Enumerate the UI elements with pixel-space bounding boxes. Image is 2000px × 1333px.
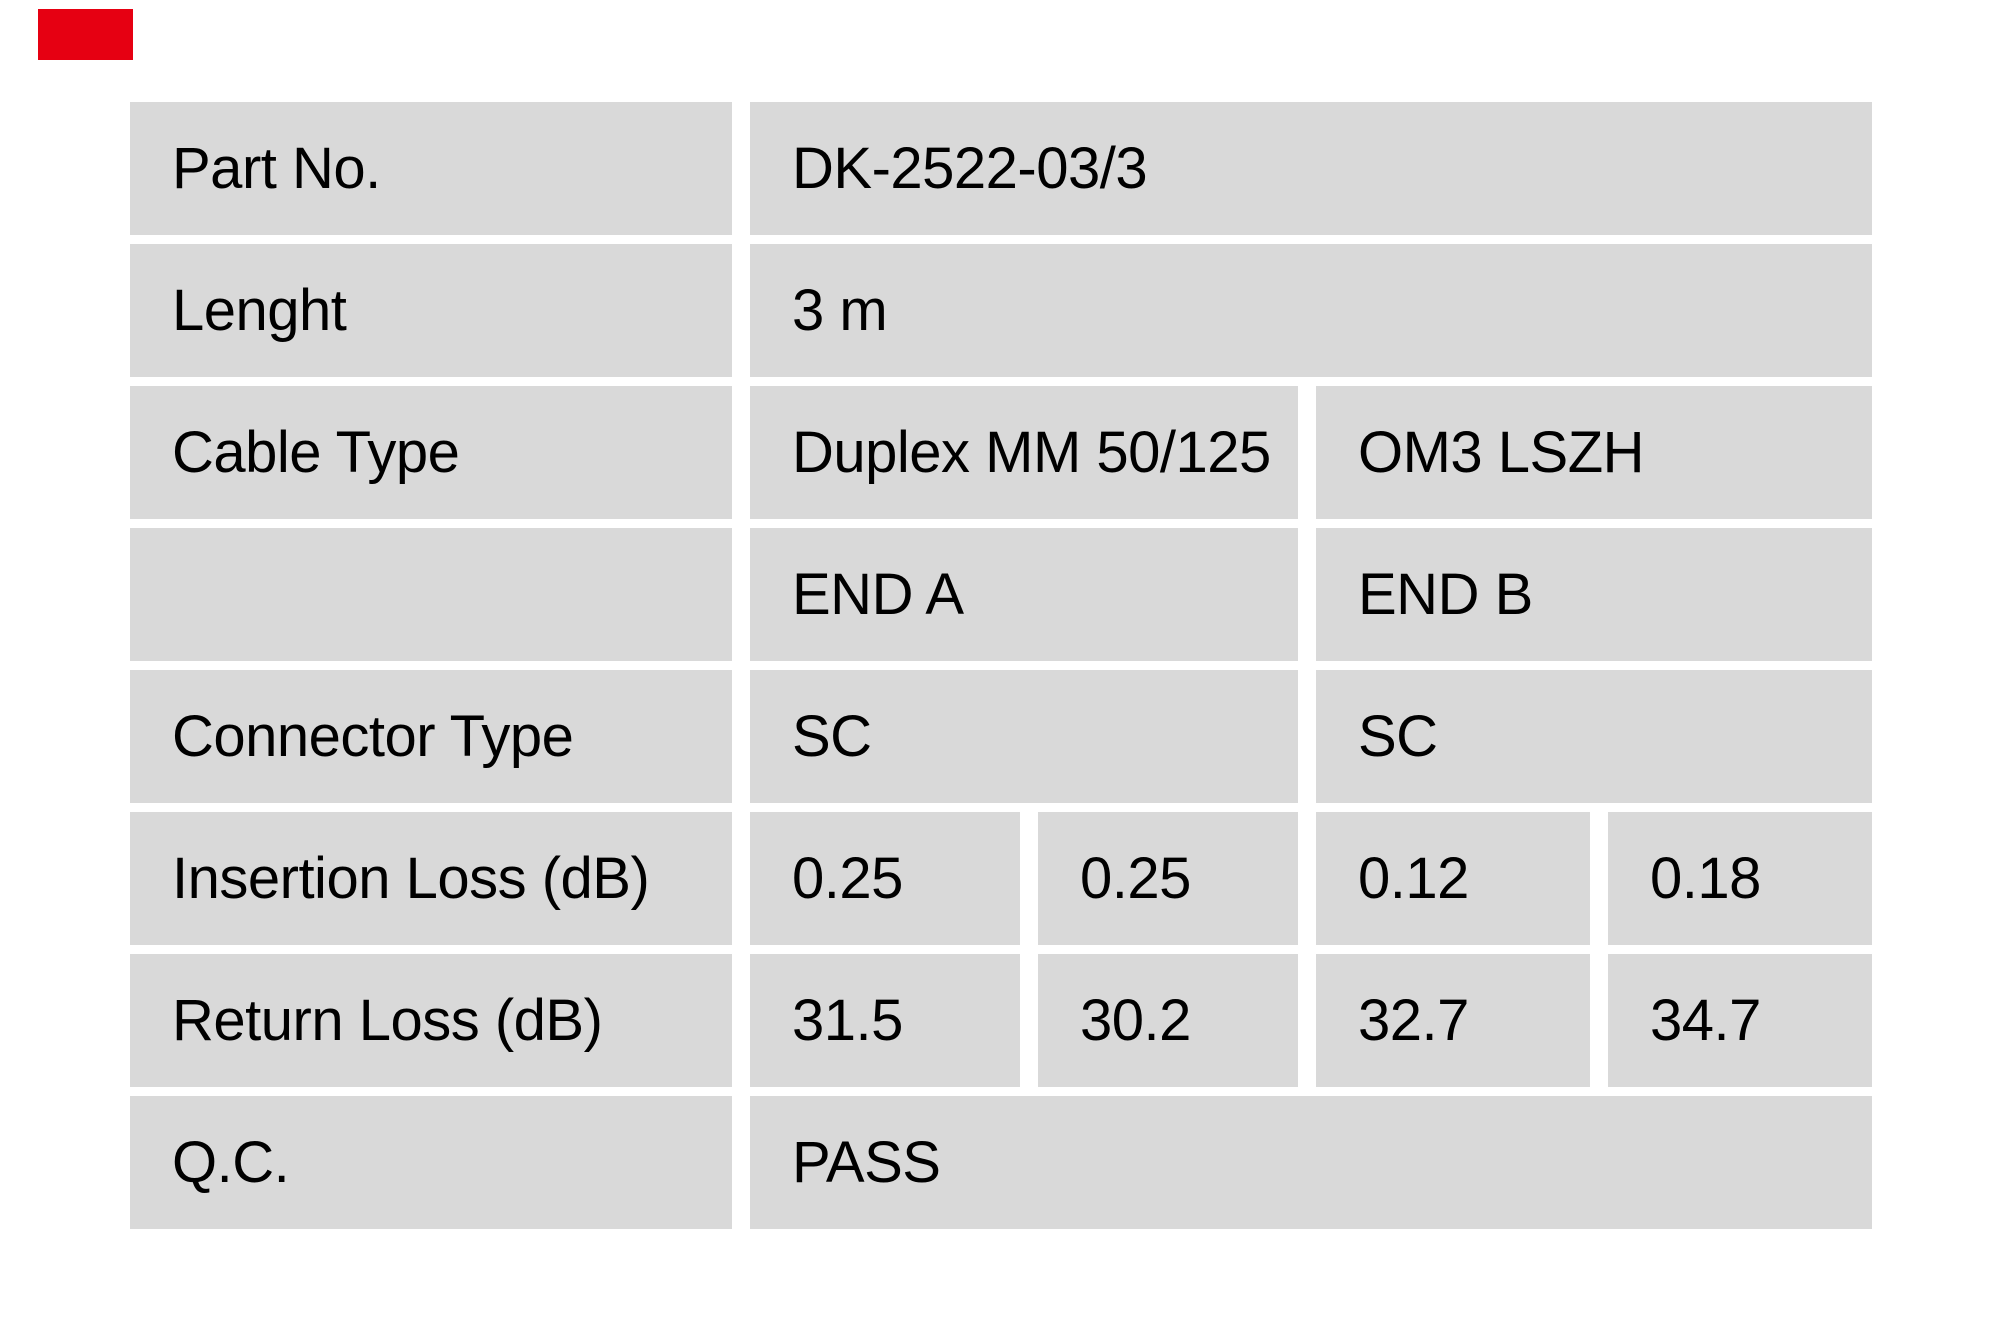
connector-type-end-b: SC (1316, 670, 1872, 803)
connector-type-end-a: SC (750, 670, 1298, 803)
part-no-value: DK-2522-03/3 (750, 102, 1872, 235)
insertion-loss-end-b-1: 0.12 (1316, 812, 1590, 945)
insertion-loss-end-a-1: 0.25 (750, 812, 1020, 945)
length-value: 3 m (750, 244, 1872, 377)
return-loss-end-a-2: 30.2 (1038, 954, 1298, 1087)
qc-label: Q.C. (130, 1096, 732, 1229)
insertion-loss-end-a-2: 0.25 (1038, 812, 1298, 945)
end-b-header: END B (1316, 528, 1872, 661)
insertion-loss-end-b-2: 0.18 (1608, 812, 1872, 945)
brand-logo-mark (38, 9, 133, 60)
spec-table: Part No. DK-2522-03/3 Lenght 3 m Cable T… (130, 102, 1872, 1229)
end-a-header: END A (750, 528, 1298, 661)
insertion-loss-label: Insertion Loss (dB) (130, 812, 732, 945)
cable-type-value-a: Duplex MM 50/125 (750, 386, 1298, 519)
return-loss-end-b-2: 34.7 (1608, 954, 1872, 1087)
length-label: Lenght (130, 244, 732, 377)
cable-type-value-b: OM3 LSZH (1316, 386, 1872, 519)
ends-empty-label (130, 528, 732, 661)
return-loss-label: Return Loss (dB) (130, 954, 732, 1087)
return-loss-end-a-1: 31.5 (750, 954, 1020, 1087)
part-no-label: Part No. (130, 102, 732, 235)
qc-value: PASS (750, 1096, 1872, 1229)
connector-type-label: Connector Type (130, 670, 732, 803)
cable-type-label: Cable Type (130, 386, 732, 519)
return-loss-end-b-1: 32.7 (1316, 954, 1590, 1087)
